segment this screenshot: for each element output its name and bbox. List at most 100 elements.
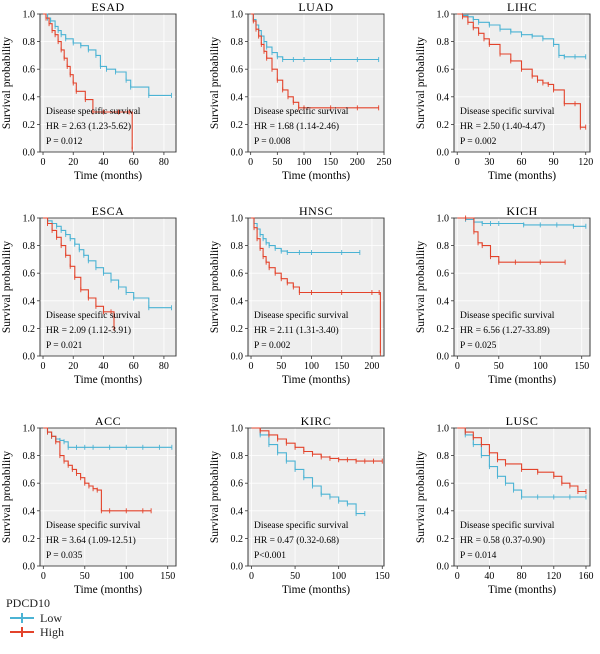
- x-axis-label: Time (months): [74, 374, 142, 386]
- x-tick-label: 200: [364, 361, 379, 372]
- x-tick-label: 80: [159, 361, 169, 372]
- y-tick-label: 0.4: [23, 92, 36, 103]
- x-axis-label: Time (months): [488, 170, 556, 182]
- x-tick-label: 150: [574, 361, 589, 372]
- x-tick-label: 60: [129, 361, 139, 372]
- y-tick-label: 0.2: [437, 120, 450, 131]
- plot-border-lusc: [453, 427, 591, 567]
- y-tick-label: 0.2: [231, 324, 244, 335]
- y-tick-label: 0.8: [23, 451, 36, 462]
- panel-lusc: LUSC 0.0 0.2 0.4 0.6 0.8 1.0 0 40 80 120 160 Time (m…: [415, 414, 593, 596]
- panel-kich: KICH 0.0 0.2 0.4 0.6 0.8 1.0 0 50 100 150 Time (mon…: [415, 204, 591, 386]
- y-tick-label: 0.2: [23, 534, 36, 545]
- y-axis-label: Survival probability: [209, 241, 221, 334]
- panel-title-acc: ACC: [95, 414, 121, 428]
- x-tick-label: 50: [80, 571, 90, 582]
- y-tick-label: 1.0: [23, 10, 36, 21]
- y-tick-label: 0.0: [437, 562, 450, 573]
- panel-esca: ESCA 0.0 0.2 0.4 0.6 0.8 1.0 0 20 40 60 80 Time (mon…: [1, 204, 177, 386]
- legend: PDCD10 Low High: [6, 596, 64, 639]
- x-tick-label: 50: [290, 571, 300, 582]
- x-tick-label: 20: [68, 361, 78, 372]
- x-tick-label: 90: [549, 157, 559, 168]
- x-axis-label: Time (months): [74, 170, 142, 182]
- annotation-line: P = 0.025: [460, 341, 497, 351]
- series-line-low: [251, 427, 365, 515]
- y-tick-label: 0.6: [23, 269, 36, 280]
- y-tick-label: 0.6: [231, 269, 244, 280]
- y-tick-label: 0.4: [231, 506, 244, 517]
- annotation-line: HR = 1.68 (1.14-2.46): [254, 121, 339, 132]
- y-tick-label: 0.4: [23, 506, 36, 517]
- y-tick-label: 0.2: [23, 324, 36, 335]
- x-tick-label: 40: [98, 361, 108, 372]
- panel-title-luad: LUAD: [298, 0, 333, 14]
- legend-item-low: Low: [6, 611, 64, 625]
- y-tick-label: 0.2: [231, 120, 244, 131]
- annotation-line: Disease specific survival: [46, 520, 141, 531]
- plot-area-acc: [39, 427, 177, 567]
- annotation-line: P = 0.014: [460, 551, 497, 561]
- legend-title: PDCD10: [6, 596, 51, 610]
- plot-border-hnsc: [247, 217, 385, 357]
- x-tick-label: 100: [297, 157, 312, 168]
- x-tick-label: 0: [41, 571, 46, 582]
- legend-label-high: High: [40, 625, 64, 639]
- annotation-line: Disease specific survival: [254, 520, 349, 531]
- y-tick-label: 0.0: [23, 352, 36, 363]
- y-tick-label: 0.6: [437, 479, 450, 490]
- series-line-high: [457, 427, 586, 493]
- x-tick-label: 150: [375, 571, 390, 582]
- plot-border-esad: [39, 13, 177, 153]
- plot-border-kich: [453, 217, 591, 357]
- annotation-line: Disease specific survival: [254, 106, 349, 117]
- annotation-line: HR = 3.64 (1.09-12.51): [46, 535, 136, 546]
- x-tick-label: 200: [350, 157, 365, 168]
- y-tick-label: 1.0: [23, 214, 36, 225]
- x-tick-label: 40: [98, 157, 108, 168]
- annotation-line: HR = 2.50 (1.40-4.47): [460, 121, 545, 132]
- y-tick-label: 0.8: [231, 241, 244, 252]
- y-tick-label: 0.8: [437, 241, 450, 252]
- annotation-line: HR = 0.47 (0.32-0.68): [254, 535, 339, 546]
- annotation-line: Disease specific survival: [460, 106, 555, 117]
- x-tick-label: 60: [129, 157, 139, 168]
- legend-swatch-high: [10, 627, 34, 637]
- y-axis-label: Survival probability: [209, 451, 221, 544]
- annotation-line: HR = 0.58 (0.37-0.90): [460, 535, 545, 546]
- plot-border-lihc: [453, 13, 591, 153]
- plot-area-esad: [39, 13, 177, 153]
- panel-acc: ACC 0.0 0.2 0.4 0.6 0.8 1.0 0 50 100 150 Time (mont…: [1, 414, 177, 596]
- panel-title-lihc: LIHC: [507, 0, 537, 14]
- x-axis-label: Time (months): [282, 584, 350, 596]
- x-tick-label: 150: [334, 361, 349, 372]
- annotation-line: Disease specific survival: [460, 520, 555, 531]
- series-line-low: [457, 217, 586, 227]
- x-axis-label: Time (months): [488, 584, 556, 596]
- y-tick-label: 0.8: [231, 451, 244, 462]
- x-axis-label: Time (months): [74, 584, 142, 596]
- panel-esad: ESAD 0.0 0.2 0.4 0.6 0.8 1.0 0 20 40 60 80 Time (mon…: [1, 0, 177, 182]
- y-tick-label: 1.0: [231, 424, 244, 435]
- x-axis-label: Time (months): [488, 374, 556, 386]
- y-tick-label: 0.6: [437, 269, 450, 280]
- x-tick-label: 100: [331, 571, 346, 582]
- panel-title-esca: ESCA: [92, 204, 125, 218]
- y-tick-label: 0.0: [231, 148, 244, 159]
- annotation-line: P = 0.012: [46, 137, 83, 147]
- x-tick-label: 150: [323, 157, 338, 168]
- plot-border-esca: [39, 217, 177, 357]
- y-tick-label: 0.8: [23, 241, 36, 252]
- legend-swatch-low: [10, 613, 34, 623]
- plot-area-esca: [39, 217, 177, 357]
- annotation-line: HR = 2.63 (1.23-5.62): [46, 121, 131, 132]
- plot-border-kirc: [247, 427, 385, 567]
- x-axis-label: Time (months): [282, 170, 350, 182]
- y-tick-label: 1.0: [437, 424, 450, 435]
- x-tick-label: 100: [533, 361, 548, 372]
- series-line-low: [43, 13, 172, 96]
- x-tick-label: 160: [578, 571, 593, 582]
- series-line-high: [251, 427, 383, 462]
- y-tick-label: 1.0: [437, 214, 450, 225]
- y-tick-label: 0.6: [231, 65, 244, 76]
